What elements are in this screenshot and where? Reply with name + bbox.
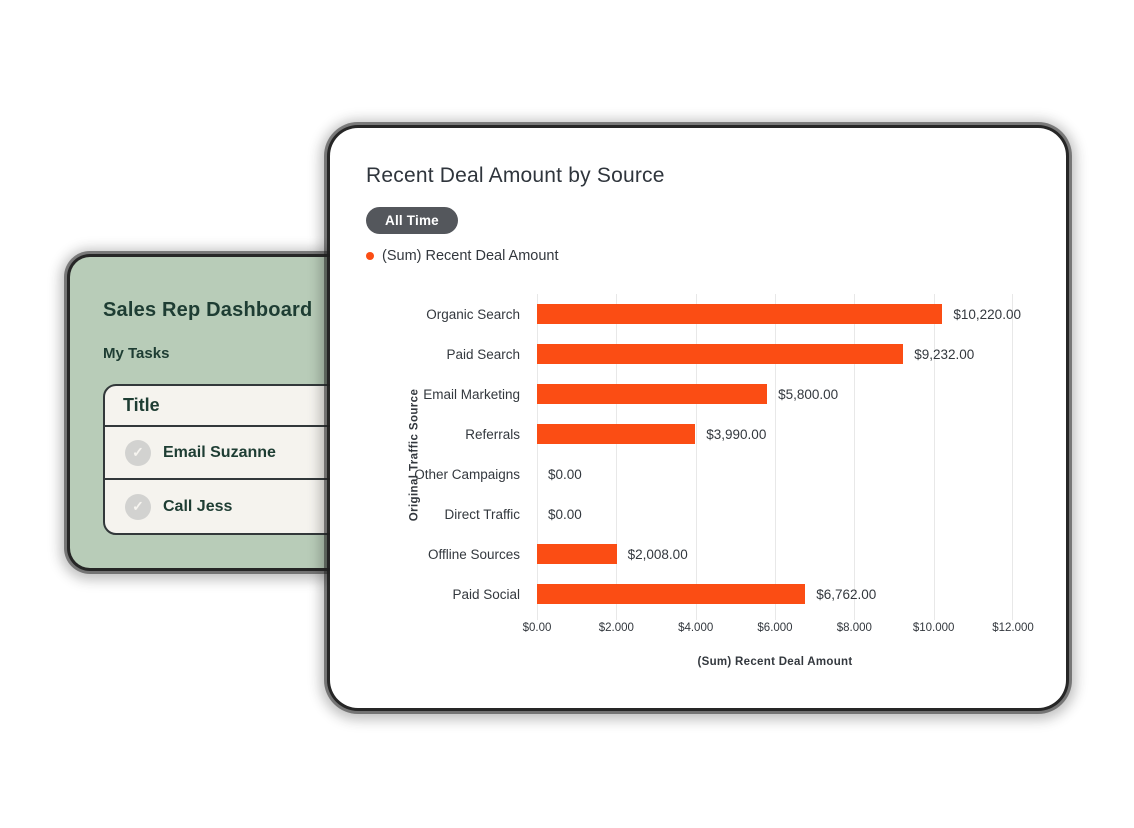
recent-deal-amount-report-card: Recent Deal Amount by Source All Time (S… [330, 128, 1066, 708]
x-tick-label: $10.000 [912, 622, 955, 634]
x-tick-label: $8.000 [836, 622, 872, 634]
legend-label: (Sum) Recent Deal Amount [382, 248, 559, 264]
x-axis-title: (Sum) Recent Deal Amount [697, 656, 853, 668]
x-tick-label: $12.000 [992, 622, 1034, 634]
tasks-table: Title ✓ Email Suzanne ✓ Call Jess [103, 384, 365, 535]
category-label: Email Marketing [423, 386, 520, 402]
bar-row: Organic Search $10,220.00 [426, 294, 1021, 334]
bar-row: Offline Sources $2,008.00 [428, 534, 1013, 574]
chart-legend: (Sum) Recent Deal Amount [366, 248, 559, 264]
task-row[interactable]: ✓ Email Suzanne [105, 427, 363, 480]
dashboard-title: Sales Rep Dashboard [103, 299, 313, 321]
tasks-table-header: Title [105, 386, 363, 427]
bar-value-label: $3,990.00 [706, 426, 767, 442]
bar-row: Email Marketing $5,800.00 [423, 374, 1013, 414]
bar-row: Direct Traffic $0.00 [444, 494, 1013, 534]
horizontal-bar-chart: Original Traffic Source Organic Search $1… [366, 294, 1034, 668]
x-tick-label: $6.000 [757, 622, 793, 634]
bar-value-label: $2,008.00 [627, 546, 688, 562]
sales-rep-dashboard-card: Sales Rep Dashboard My Tasks Title ✓ Emai… [70, 257, 370, 568]
category-label: Organic Search [426, 306, 520, 322]
bar[interactable] [537, 344, 904, 364]
category-label: Paid Search [446, 346, 520, 362]
time-filter-badge[interactable]: All Time [366, 207, 458, 234]
bar[interactable] [537, 304, 943, 324]
bar[interactable] [537, 424, 696, 444]
my-tasks-heading: My Tasks [103, 345, 170, 362]
legend-dot-icon [366, 252, 374, 260]
bar-value-label: $6,762.00 [816, 586, 877, 602]
category-label: Other Campaigns [414, 466, 520, 482]
task-row[interactable]: ✓ Call Jess [105, 480, 363, 533]
check-circle-icon[interactable]: ✓ [125, 439, 151, 466]
bar[interactable] [537, 584, 806, 604]
category-label: Direct Traffic [444, 506, 520, 522]
task-title: Call Jess [163, 497, 233, 515]
bar-row: Other Campaigns $0.00 [414, 454, 1013, 494]
bar[interactable] [537, 544, 617, 564]
x-tick-label: $2.000 [598, 622, 634, 634]
bar-row: Referrals $3,990.00 [465, 414, 1013, 454]
report-title: Recent Deal Amount by Source [366, 164, 665, 187]
bar-row: Paid Search $9,232.00 [446, 334, 1013, 374]
bar-value-label: $9,232.00 [914, 346, 975, 362]
x-axis-ticks: $0.00 $2.000 $4.000 $6.000 $8.000 $10.000 $12.… [523, 622, 1034, 642]
bar-value-label: $10,220.00 [953, 306, 1021, 322]
bar-value-label: $5,800.00 [778, 386, 839, 402]
task-title: Email Suzanne [163, 443, 276, 461]
bar[interactable] [537, 384, 768, 404]
category-label: Paid Social [452, 586, 520, 602]
check-circle-icon[interactable]: ✓ [125, 493, 151, 520]
category-label: Offline Sources [427, 546, 520, 562]
category-label: Referrals [465, 426, 520, 442]
x-tick-label: $4.000 [678, 622, 714, 634]
bar-row: Paid Social $6,762.00 [452, 574, 1013, 614]
bar-value-label: $0.00 [548, 466, 582, 482]
bar-value-label: $0.00 [548, 506, 582, 522]
x-tick-label: $0.00 [522, 622, 552, 634]
